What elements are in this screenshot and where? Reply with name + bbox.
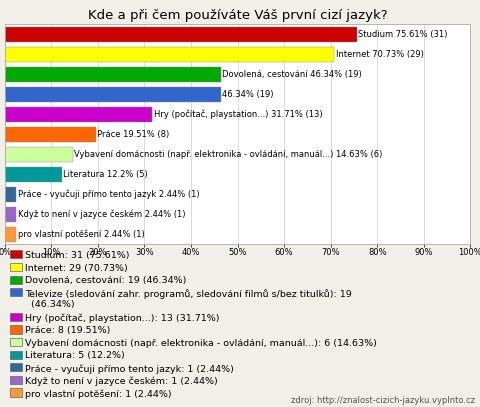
Bar [5, 67, 220, 82]
Text: Studium: 31 (75.61%): Studium: 31 (75.61%) [25, 251, 130, 260]
Bar [5, 187, 16, 202]
Bar [5, 147, 73, 162]
Text: pro vlastní potěšení: 1 (2.44%): pro vlastní potěšení: 1 (2.44%) [25, 389, 172, 399]
Text: Literatura 12.2% (5): Literatura 12.2% (5) [63, 170, 148, 179]
Bar [5, 87, 220, 102]
Text: Internet: 29 (70.73%): Internet: 29 (70.73%) [25, 264, 128, 273]
Text: Práce - vyučuji přímo tento jazyk: 1 (2.44%): Práce - vyučuji přímo tento jazyk: 1 (2.… [25, 364, 234, 374]
Text: Vybavení domácnosti (např. elektronika - ovládání, manuál...) 14.63% (6): Vybavení domácnosti (např. elektronika -… [74, 150, 383, 159]
Text: Když to není v jazyce českém: 1 (2.44%): Když to není v jazyce českém: 1 (2.44%) [25, 376, 218, 386]
Text: Internet 70.73% (29): Internet 70.73% (29) [336, 50, 423, 59]
Text: Práce 19.51% (8): Práce 19.51% (8) [97, 130, 169, 139]
Bar [5, 47, 334, 62]
Bar [5, 27, 357, 42]
Text: Když to není v jazyce českém 2.44% (1): Když to není v jazyce českém 2.44% (1) [18, 210, 185, 219]
Bar [5, 107, 153, 122]
Bar [5, 167, 61, 182]
Bar [5, 227, 16, 242]
Text: Hry (počítač, playstation...) 31.71% (13): Hry (počítač, playstation...) 31.71% (13… [154, 109, 323, 119]
Bar [5, 127, 96, 142]
Text: Práce: 8 (19.51%): Práce: 8 (19.51%) [25, 326, 111, 335]
Text: Studium 75.61% (31): Studium 75.61% (31) [358, 30, 448, 39]
Text: Hry (počítač, playstation...): 13 (31.71%): Hry (počítač, playstation...): 13 (31.71… [25, 313, 220, 323]
Text: Vybavení domácnosti (např. elektronika - ovládání, manuál...): 6 (14.63%): Vybavení domácnosti (např. elektronika -… [25, 339, 377, 348]
Text: Práce - vyučuji přímo tento jazyk 2.44% (1): Práce - vyučuji přímo tento jazyk 2.44% … [18, 190, 199, 199]
Text: 46.34% (19): 46.34% (19) [222, 90, 274, 99]
Text: pro vlastní potěšení 2.44% (1): pro vlastní potěšení 2.44% (1) [18, 230, 144, 239]
Text: Dovolená, cestování 46.34% (19): Dovolená, cestování 46.34% (19) [222, 70, 362, 79]
Text: Dovolená, cestování: 19 (46.34%): Dovolená, cestování: 19 (46.34%) [25, 276, 187, 285]
Text: zdroj: http://znalost-cizich-jazyku.vyplnto.cz: zdroj: http://znalost-cizich-jazyku.vypl… [291, 396, 475, 405]
Text: Televize (sledování zahr. programů, sledování filmů s/bez titulků): 19
  (46.34%: Televize (sledování zahr. programů, sled… [25, 289, 352, 309]
Bar [5, 207, 16, 222]
Text: Literatura: 5 (12.2%): Literatura: 5 (12.2%) [25, 351, 125, 361]
Title: Kde a při čem používáte Váš první cizí jazyk?: Kde a při čem používáte Váš první cizí j… [88, 9, 387, 22]
